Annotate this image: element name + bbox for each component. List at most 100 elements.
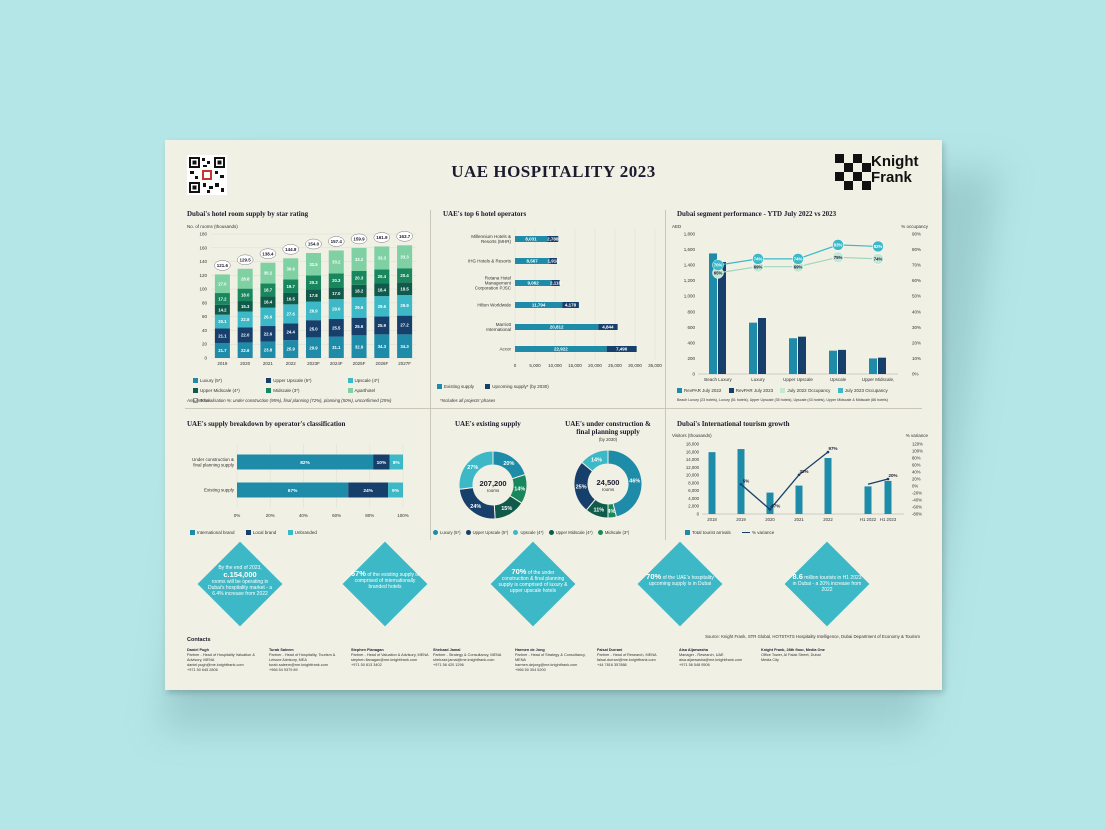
contact-email[interactable]: faisal.durrani@me.knightfrank.com	[597, 658, 656, 662]
highlight-text: 70% of the UAE's hospitality upcoming su…	[646, 572, 714, 588]
variance-label: 97%	[828, 446, 837, 451]
data-label: 33.3	[400, 254, 409, 259]
data-label: 22.0	[241, 332, 250, 337]
data-label: 15.3	[241, 304, 250, 309]
highlight-value: 8.6	[792, 572, 803, 581]
bar	[718, 262, 726, 374]
contact-email[interactable]: Media City	[761, 658, 779, 662]
contact-phone: +971 56 548 9506	[679, 663, 710, 667]
y-tick-label: 14,000	[686, 457, 700, 462]
bar-segment	[328, 250, 344, 274]
chart-title-construction-supply-text: UAE's under construction & final plannin…	[565, 420, 651, 436]
contact-role: Partner - Head of Strategy & Consultancy…	[515, 653, 586, 662]
bar-segment	[351, 247, 367, 271]
y2-tick-label: 0%	[912, 484, 918, 489]
x-tick-label: 30,000	[628, 363, 642, 368]
contact-name: Knight Frank, 28th floor, Media One	[761, 648, 825, 652]
bar-segment	[598, 324, 618, 330]
category-label: Marriott International	[486, 322, 512, 332]
data-label: 21.1	[218, 333, 227, 338]
bar-segment	[562, 302, 579, 308]
contact-role: Partner - Head of Hospitality Valuation …	[187, 653, 255, 662]
highlight-text: 67% of the existing supply is comprised …	[350, 569, 420, 591]
y-tick-label: 800	[687, 309, 695, 314]
bar-segment	[260, 283, 276, 297]
chart-title-tourism-growth: Dubai's International tourism growth	[677, 420, 790, 428]
data-label: 24%	[363, 488, 373, 494]
contact-email[interactable]: stephen.flanagan@me.knightfrank.com	[351, 658, 418, 662]
contact-email[interactable]: aisa.aljarwasha@me.knightfrank.com	[679, 658, 743, 662]
data-label: 22,922	[554, 347, 568, 352]
contact-email[interactable]: turab.saleem@me.knightfrank.com	[269, 663, 328, 667]
bar-segment	[328, 287, 344, 300]
data-label: 33.3	[378, 256, 387, 261]
category-label: Accor	[499, 347, 511, 352]
total-bubble	[259, 248, 277, 259]
y-tick-label: 1,800	[684, 232, 696, 237]
x-tick-label: 2019	[736, 517, 746, 522]
occupancy-label: 75%	[834, 255, 843, 260]
highlight-value: 70%	[646, 572, 662, 581]
y2-tick-label: -40%	[912, 498, 922, 503]
data-label: 29.9	[309, 345, 318, 350]
data-label: 20.3	[309, 280, 318, 285]
data-label: 18.5	[400, 286, 409, 291]
y2-tick-label: 80%	[912, 247, 921, 252]
highlight-value: 70%	[511, 567, 527, 576]
y2-tick-label: -80%	[912, 512, 922, 517]
contact-name: Stephen Flanagan	[351, 648, 384, 652]
bar-segment	[305, 301, 322, 321]
data-label: 28.8	[241, 276, 250, 281]
qr-code-icon	[187, 155, 227, 195]
y-tick-label: 6,000	[688, 488, 699, 493]
contact-role: Partner - Strategy & Consultancy, MENA	[433, 653, 502, 657]
bar-segment	[397, 282, 413, 296]
divider	[185, 408, 922, 409]
total-label: 161.9	[376, 235, 388, 240]
supply-breakdown-legend: International brand Local brand Unbrande…	[190, 530, 317, 536]
slice-label: 11%	[593, 507, 604, 513]
bar	[864, 486, 872, 514]
x-tick-label: H1 2023	[880, 517, 897, 522]
page-title: UAE HOSPITALITY 2023	[451, 162, 656, 181]
data-label: 34.3	[400, 344, 409, 349]
data-label: 22.8	[241, 317, 250, 322]
occupancy-label: 70%	[714, 263, 723, 268]
bar-segment	[214, 343, 230, 358]
contact-card: Shehzad Jamal Partner - Strategy & Consul…	[433, 648, 511, 668]
occupancy-marker	[712, 259, 724, 271]
y2-tick-label: 10%	[912, 356, 921, 361]
total-label: 121.6	[217, 263, 229, 268]
bar-segment	[260, 296, 276, 308]
bar-segment	[283, 279, 299, 293]
contact-name: Turab Saleem	[269, 648, 294, 652]
x-tick-label: 80%	[365, 513, 374, 518]
x-tick-label: 10,000	[548, 363, 562, 368]
occupancy-marker	[872, 253, 884, 265]
legend-item: Upscale (4*)	[347, 376, 414, 386]
bar-segment	[260, 341, 276, 358]
total-bubble	[214, 260, 231, 271]
slice-label: 15%	[501, 506, 512, 512]
variance-label: 20%	[888, 473, 897, 478]
bar	[824, 458, 832, 514]
donut-slice	[607, 449, 643, 518]
bar-segment	[260, 307, 276, 327]
data-label: 18.4	[378, 287, 387, 292]
contact-email[interactable]: harmen.dejong@me.knightfrank.com	[515, 663, 578, 667]
contacts-title: Contacts	[187, 637, 211, 643]
bar-segment	[305, 320, 322, 338]
data-label: 18.7	[264, 288, 273, 293]
bar-segment	[237, 327, 253, 343]
data-label: 7,496	[616, 347, 628, 352]
contact-email[interactable]: daniel.pugh@me.knightfrank.com	[187, 663, 244, 667]
contact-email[interactable]: shehzad.jamal@me.knightfrank.com	[433, 658, 495, 662]
bar-segment	[515, 280, 552, 286]
occupancy-marker	[792, 253, 804, 265]
y2-tick-label: 70%	[912, 263, 921, 268]
bar	[884, 480, 892, 514]
data-label: 26.9	[309, 309, 318, 314]
data-label: 20.3	[332, 278, 341, 283]
x-tick-label: 2021	[794, 517, 804, 522]
slice-label: 14%	[591, 458, 602, 464]
